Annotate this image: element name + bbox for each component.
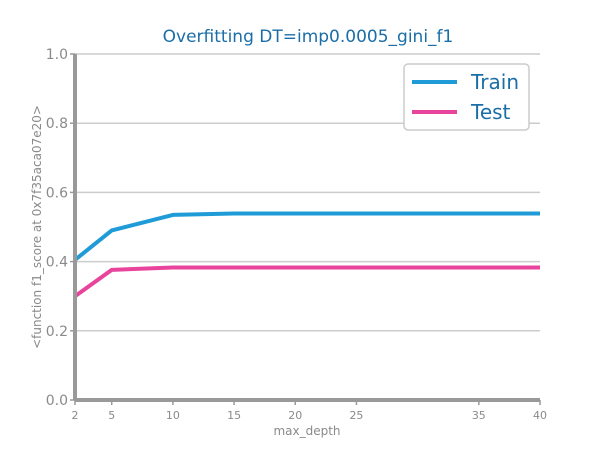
axes: [73, 54, 541, 405]
chart-title: Overfitting DT=imp0.0005_gini_f1: [163, 27, 454, 47]
series-line-train: [73, 211, 540, 262]
x-tick-label: 5: [108, 409, 115, 422]
y-tick-label: 0.4: [46, 255, 68, 271]
y-tick-label: 0.0: [46, 393, 68, 409]
x-tick-label: 20: [288, 409, 302, 422]
x-tick-label: 25: [349, 409, 363, 422]
legend-label: Train: [470, 70, 519, 94]
x-tick-label: 10: [166, 409, 180, 422]
y-axis-label: <function f1_score at 0x7f35aca07e20>: [30, 105, 44, 349]
y-tick-label: 0.2: [46, 324, 68, 340]
series-lines: [73, 211, 540, 298]
x-tick-labels: 2 5 10 15 20 25 35 40: [72, 409, 548, 422]
x-tick-label: 2: [72, 409, 79, 422]
y-tick-label: 1.0: [46, 47, 68, 63]
y-tick-labels: 0.0 0.2 0.4 0.6 0.8 1.0: [46, 47, 68, 409]
y-tick-label: 0.8: [46, 116, 68, 132]
x-tick-label: 40: [533, 409, 547, 422]
x-tick-label: 15: [227, 409, 241, 422]
legend: Train Test: [403, 63, 530, 131]
legend-label: Test: [470, 100, 511, 124]
y-tick-label: 0.6: [46, 185, 68, 201]
x-tick-label: 35: [472, 409, 486, 422]
x-axis-label: max_depth: [273, 424, 340, 438]
series-line-test: [73, 265, 540, 298]
